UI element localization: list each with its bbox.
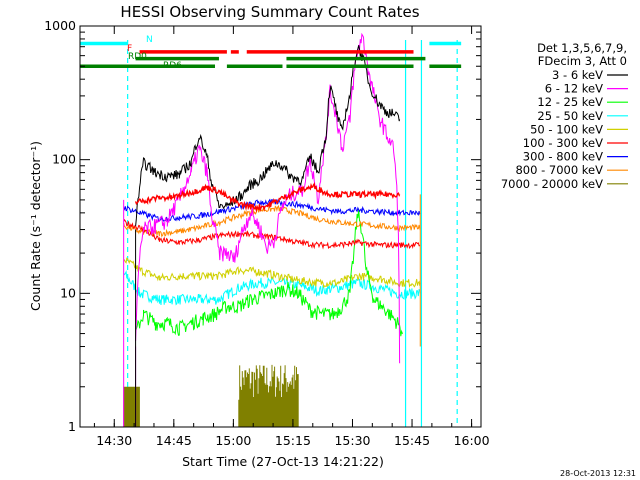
y-tick-label: 1000 xyxy=(44,18,76,33)
legend-entry-label: 3 - 6 keV xyxy=(552,68,603,82)
series-line-100-300-kev-upper xyxy=(134,182,401,213)
chart-title: HESSI Observing Summary Count Rates xyxy=(120,3,419,21)
state-label-rd0: RD0 xyxy=(128,52,147,62)
state-label-rd6: RD6 xyxy=(163,61,182,71)
series-line-3-6kev xyxy=(135,45,401,227)
series-line-100-300kev xyxy=(123,218,421,250)
y-axis-label: Count Rate (s⁻¹ detector⁻¹) xyxy=(28,141,43,311)
y-tick-label: 1 xyxy=(68,419,76,434)
y-tick-label: 10 xyxy=(60,285,76,300)
legend-entry-label: 800 - 7000 keV xyxy=(515,163,603,177)
state-label-n: N xyxy=(146,35,153,45)
series-line-800-7000kev xyxy=(123,204,421,238)
x-tick-label: 15:15 xyxy=(275,433,311,448)
legend-header: FDecim 3, Att 0 xyxy=(538,54,627,68)
legend-entry-label: 50 - 100 keV xyxy=(530,122,603,136)
series-line-12-25kev xyxy=(135,209,403,337)
series-line-7000-20000-kev xyxy=(123,364,299,427)
y-tick-label: 100 xyxy=(52,152,76,167)
x-tick-label: 14:45 xyxy=(156,433,192,448)
x-tick-label: 15:45 xyxy=(394,433,430,448)
x-tick-label: 16:00 xyxy=(454,433,490,448)
series-line-6-12kev xyxy=(135,32,401,364)
legend-entry-label: 300 - 800 keV xyxy=(523,150,603,164)
state-label-f: F xyxy=(127,44,132,54)
plot-frame xyxy=(79,25,482,428)
legend-entry-label: 7000 - 20000 keV xyxy=(501,177,603,191)
x-axis-label: Start Time (27-Oct-13 14:21:22) xyxy=(182,454,384,469)
series-line-25-50kev xyxy=(123,270,421,306)
legend-header: Det 1,3,5,6,7,9, xyxy=(537,41,627,55)
x-tick-label: 15:30 xyxy=(334,433,370,448)
series-line-50-100kev xyxy=(123,257,421,289)
x-tick-label: 15:00 xyxy=(215,433,251,448)
footer-timestamp: 28-Oct-2013 12:31 xyxy=(560,469,636,478)
legend-entry-label: 100 - 300 keV xyxy=(523,136,603,150)
x-tick-label: 14:30 xyxy=(96,433,132,448)
legend-entry-label: 6 - 12 keV xyxy=(545,82,603,96)
legend-entry-label: 25 - 50 keV xyxy=(537,109,603,123)
legend-entry-label: 12 - 25 keV xyxy=(537,95,603,109)
